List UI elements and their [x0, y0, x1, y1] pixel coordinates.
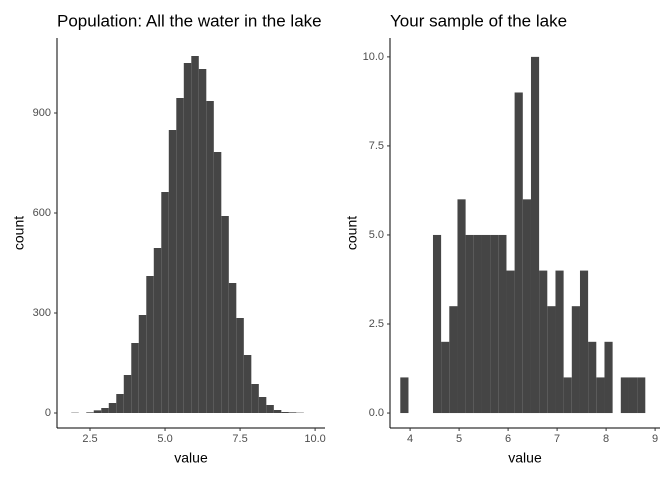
- x-tick-label: 7: [554, 433, 560, 445]
- y-tick-label: 0.0: [369, 407, 384, 419]
- bar: [123, 375, 132, 413]
- y-tick-label: 600: [33, 207, 51, 219]
- bar: [555, 270, 564, 414]
- y-tick-label: 300: [33, 307, 51, 319]
- bar: [432, 234, 442, 414]
- bar: [596, 377, 605, 414]
- bar: [579, 270, 589, 414]
- chart-title: Population: All the water in the lake: [57, 11, 322, 30]
- bar: [547, 306, 556, 414]
- x-axis-title: value: [508, 450, 542, 466]
- bar: [86, 412, 94, 413]
- bar: [108, 403, 117, 413]
- bar: [236, 318, 244, 413]
- bar: [588, 341, 597, 414]
- x-tick-label: 5.0: [157, 433, 172, 445]
- bar: [101, 408, 109, 413]
- y-axis-title: count: [11, 216, 27, 250]
- bar: [539, 270, 548, 414]
- bar: [288, 412, 297, 413]
- bar: [266, 405, 274, 413]
- x-tick-label: 7.5: [232, 433, 247, 445]
- x-axis-title: value: [174, 450, 208, 466]
- bar: [161, 192, 169, 413]
- bar: [213, 152, 222, 413]
- bar: [281, 412, 289, 413]
- bar: [116, 394, 124, 413]
- bar: [620, 377, 629, 414]
- y-tick-label: 7.5: [369, 140, 384, 152]
- bar: [506, 270, 515, 414]
- bar: [441, 341, 450, 414]
- bar: [628, 377, 638, 414]
- bar: [206, 101, 214, 413]
- x-tick-label: 9: [652, 433, 658, 445]
- bar: [153, 248, 162, 413]
- y-tick-label: 10.0: [363, 51, 384, 63]
- bar: [221, 216, 229, 413]
- bar: [176, 98, 184, 413]
- bar: [498, 234, 507, 414]
- bar: [273, 410, 282, 413]
- bar: [191, 56, 199, 413]
- bar: [465, 234, 474, 414]
- bar: [183, 63, 192, 413]
- bar: [481, 234, 491, 414]
- bar: [258, 397, 267, 413]
- bar: [637, 377, 646, 414]
- bar: [522, 199, 531, 414]
- bar: [571, 306, 580, 414]
- x-tick-label: 5: [456, 433, 462, 445]
- bar: [168, 130, 177, 413]
- bar: [131, 343, 139, 413]
- x-tick-label: 10.0: [304, 433, 325, 445]
- y-tick-label: 900: [33, 107, 51, 119]
- y-axis-title: count: [344, 216, 360, 250]
- x-tick-label: 8: [603, 433, 609, 445]
- bar: [604, 341, 613, 414]
- y-tick-label: 2.5: [369, 318, 384, 330]
- bar: [449, 306, 458, 414]
- bar: [93, 410, 102, 413]
- bar: [473, 234, 482, 414]
- chart-title: Your sample of the lake: [390, 11, 567, 30]
- y-tick-label: 5.0: [369, 229, 384, 241]
- y-tick-label: 0: [45, 407, 51, 419]
- bar: [490, 234, 499, 414]
- bar: [530, 56, 540, 414]
- bar: [563, 377, 572, 414]
- bar: [243, 355, 252, 413]
- bar: [251, 384, 259, 413]
- x-tick-label: 4: [407, 433, 413, 445]
- bar: [198, 69, 207, 413]
- x-tick-label: 2.5: [82, 433, 97, 445]
- x-tick-label: 6: [505, 433, 511, 445]
- bar: [138, 315, 147, 413]
- bar: [400, 377, 409, 414]
- bar: [146, 276, 154, 413]
- bar: [457, 199, 466, 414]
- bar: [514, 92, 523, 414]
- bar: [228, 283, 237, 413]
